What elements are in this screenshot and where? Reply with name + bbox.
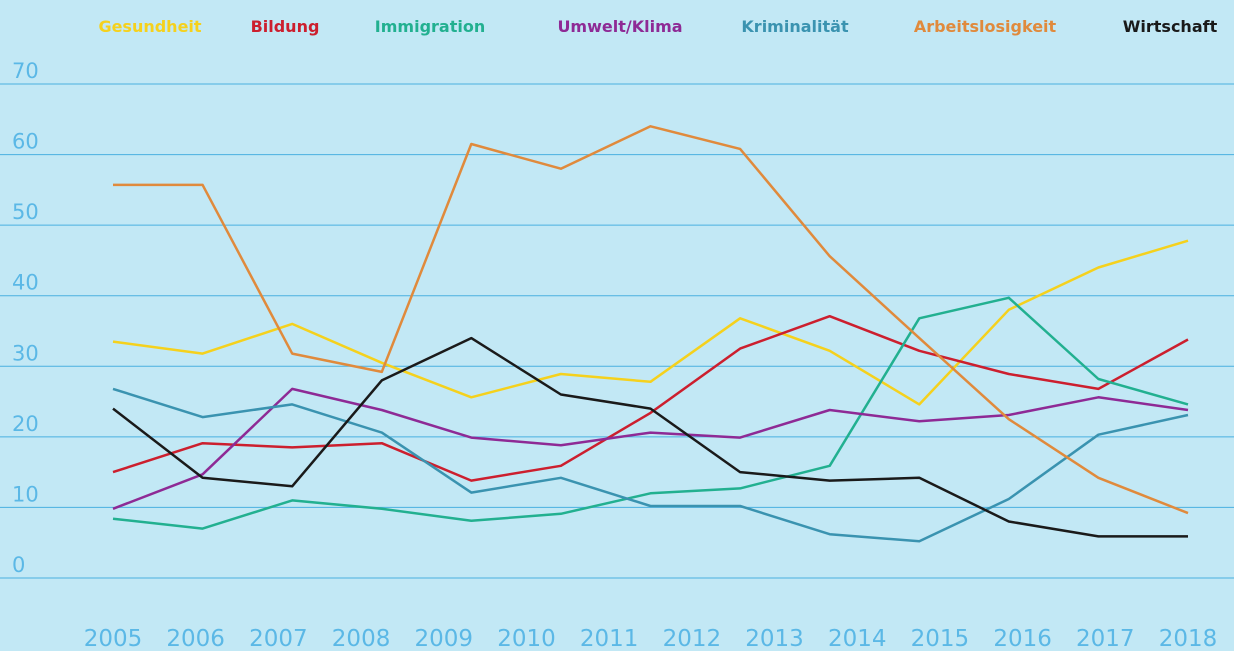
series-line [112, 387, 1189, 543]
legend-entry: Gesundheit [98, 17, 201, 36]
x-tick-label: 2009 [414, 626, 473, 651]
series-line [112, 336, 1188, 538]
y-tick-label: 50 [12, 200, 39, 224]
legend-entry: Bildung [251, 17, 320, 36]
x-tick-label: 2010 [497, 626, 556, 651]
y-tick-label: 70 [12, 59, 39, 83]
x-tick-label: 2005 [84, 626, 143, 651]
x-tick-label: 2006 [166, 626, 225, 651]
x-tick-label: 2012 [663, 626, 722, 651]
legend-entry: Immigration [375, 17, 485, 36]
x-tick-label: 2015 [911, 626, 970, 651]
series-line [113, 125, 1189, 515]
x-tick-label: 2014 [828, 626, 887, 651]
legend-entry: Umwelt/Klima [557, 17, 682, 36]
legend-entry: Kriminalität [741, 17, 849, 36]
x-tick-label: 2018 [1159, 626, 1218, 651]
y-tick-label: 60 [12, 130, 39, 154]
legend-entry: Arbeitslosigkeit [914, 17, 1057, 36]
series-line [112, 296, 1189, 530]
series-line [112, 314, 1189, 482]
y-tick-label: 40 [12, 271, 39, 295]
series-line [112, 239, 1189, 406]
x-tick-label: 2008 [332, 626, 391, 651]
series-line [112, 387, 1189, 510]
y-tick-label: 30 [12, 341, 39, 365]
x-tick-label: 2017 [1076, 626, 1135, 651]
x-tick-label: 2007 [249, 626, 308, 651]
legend-entry: Wirtschaft [1123, 17, 1218, 36]
y-tick-label: 20 [12, 412, 39, 436]
x-tick-label: 2016 [993, 626, 1052, 651]
x-tick-label: 2013 [745, 626, 804, 651]
x-tick-label: 2011 [580, 626, 639, 651]
y-tick-label: 0 [12, 553, 25, 577]
y-tick-label: 10 [12, 482, 39, 506]
